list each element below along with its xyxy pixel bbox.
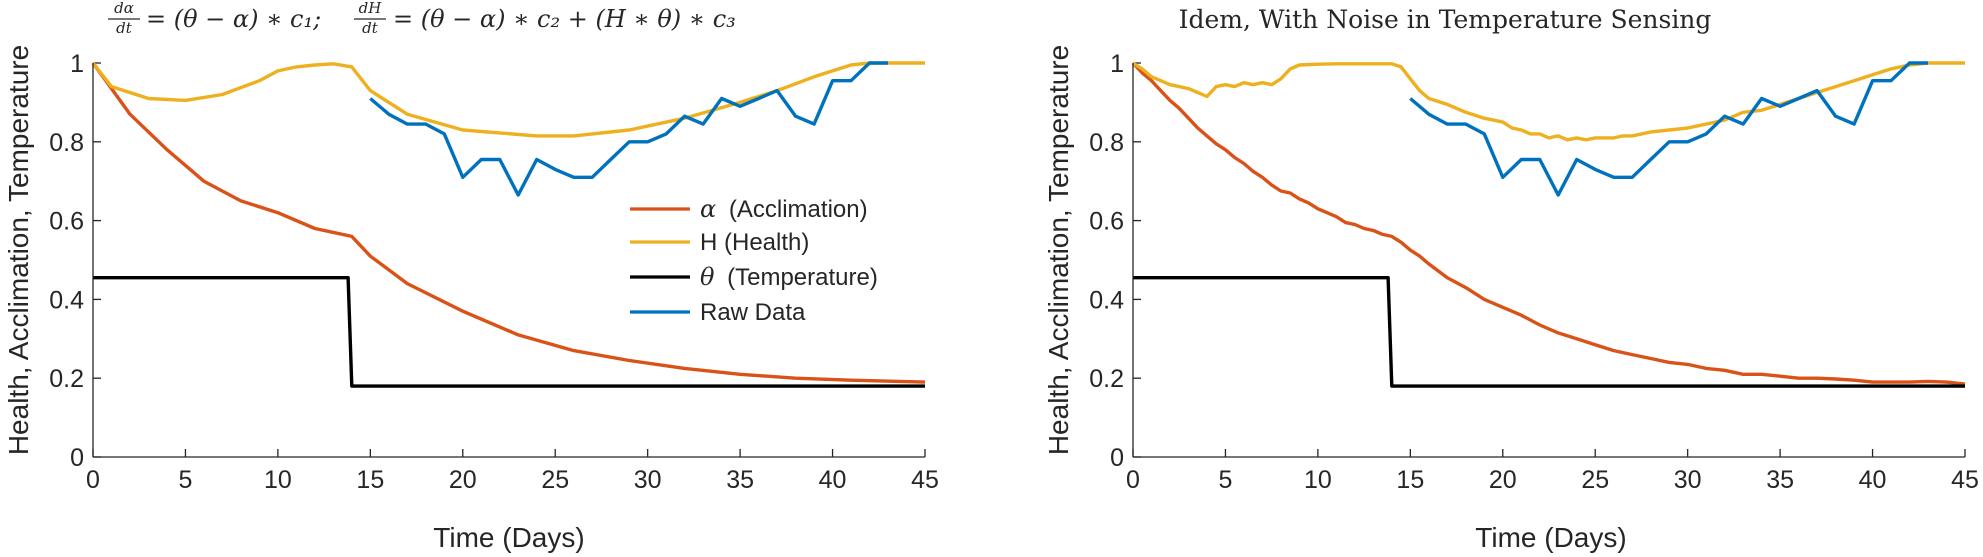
series-line-raw (369, 61, 888, 197)
title-frac2-numerator: dH (359, 0, 383, 17)
x-tick-label: 15 (356, 466, 384, 494)
chart-title-equations: dα dt = (θ − α) ∗ c₁; dH dt = (θ − α) ∗ … (108, 0, 736, 37)
x-tick-label: 15 (1396, 466, 1424, 494)
y-tick-label: 0.2 (49, 365, 84, 393)
x-tick-label: 0 (86, 466, 100, 494)
x-tick-label: 25 (541, 466, 569, 494)
x-tick-label: 5 (178, 466, 192, 494)
legend: α (Acclimation) H (Health) θ (Temperatur… (630, 195, 878, 326)
title-equation1: = (θ − α) ∗ c₁; (146, 5, 321, 33)
axis-ticks: 0 5 10 15 20 25 30 35 40 45 0 0.2 0.4 0.6 0.8 1 (1089, 50, 1979, 494)
x-axis-title: Time (Days) (433, 522, 584, 553)
title-equation2: = (θ − α) ∗ c₂ + (H ∗ θ) ∗ c₃ (393, 5, 736, 33)
x-tick-label: 30 (634, 466, 662, 494)
series-line-health (1132, 61, 1965, 142)
x-tick-label: 35 (1766, 466, 1794, 494)
axis-ticks: 0 5 10 15 20 25 30 35 40 45 0 0.2 0.4 0.6 0.8 1 (49, 50, 939, 494)
x-tick-label: 30 (1674, 466, 1702, 494)
x-tick-label: 20 (449, 466, 477, 494)
x-tick-label: 5 (1218, 466, 1232, 494)
x-tick-label: 10 (264, 466, 292, 494)
y-tick-label: 0 (70, 444, 84, 472)
legend-label-temperature: θ (Temperature) (700, 263, 878, 291)
y-tick-label: 0.2 (1089, 365, 1124, 393)
x-tick-label: 0 (1126, 466, 1140, 494)
series-line-acclimation (91, 62, 926, 384)
y-axis-title: Health, Acclimation, Temperature (3, 45, 34, 455)
title-frac2-denominator: dt (362, 19, 379, 37)
y-tick-label: 0.8 (1089, 129, 1124, 157)
x-tick-label: 45 (911, 466, 939, 494)
x-tick-label: 40 (819, 466, 847, 494)
x-tick-label: 40 (1859, 466, 1887, 494)
y-tick-label: 0.4 (1089, 286, 1124, 314)
y-tick-label: 1 (1110, 50, 1124, 78)
y-axis-title: Health, Acclimation, Temperature (1043, 45, 1074, 455)
y-tick-label: 0.4 (49, 286, 84, 314)
series-line-temperature (93, 276, 925, 388)
series-line-health (91, 61, 925, 138)
legend-label-raw: Raw Data (700, 299, 806, 326)
title-frac1-denominator: dt (116, 19, 133, 37)
chart-right-noise: Idem, With Noise in Temperature Sensing … (1043, 5, 1979, 553)
series-line-temperature (1133, 276, 1965, 388)
legend-label-health: H (Health) (700, 229, 809, 256)
legend-label-acclimation: α (Acclimation) (700, 195, 868, 223)
y-tick-label: 0.6 (49, 208, 84, 236)
x-tick-label: 35 (726, 466, 754, 494)
y-tick-label: 0 (1110, 444, 1124, 472)
plot-lines (91, 61, 926, 388)
plot-lines (1131, 61, 1966, 388)
title-frac1-numerator: dα (114, 0, 134, 17)
x-axis-title: Time (Days) (1475, 522, 1626, 553)
x-tick-label: 20 (1489, 466, 1517, 494)
x-tick-label: 10 (1304, 466, 1332, 494)
y-tick-label: 1 (70, 50, 84, 78)
y-tick-label: 0.8 (49, 129, 84, 157)
x-tick-label: 45 (1951, 466, 1979, 494)
chart-left-equations: dα dt = (θ − α) ∗ c₁; dH dt = (θ − α) ∗ … (3, 0, 939, 553)
x-tick-label: 25 (1581, 466, 1609, 494)
y-tick-label: 0.6 (1089, 208, 1124, 236)
series-line-acclimation (1131, 61, 1966, 386)
series-line-raw (1409, 61, 1928, 197)
chart-title: Idem, With Noise in Temperature Sensing (1179, 5, 1712, 34)
